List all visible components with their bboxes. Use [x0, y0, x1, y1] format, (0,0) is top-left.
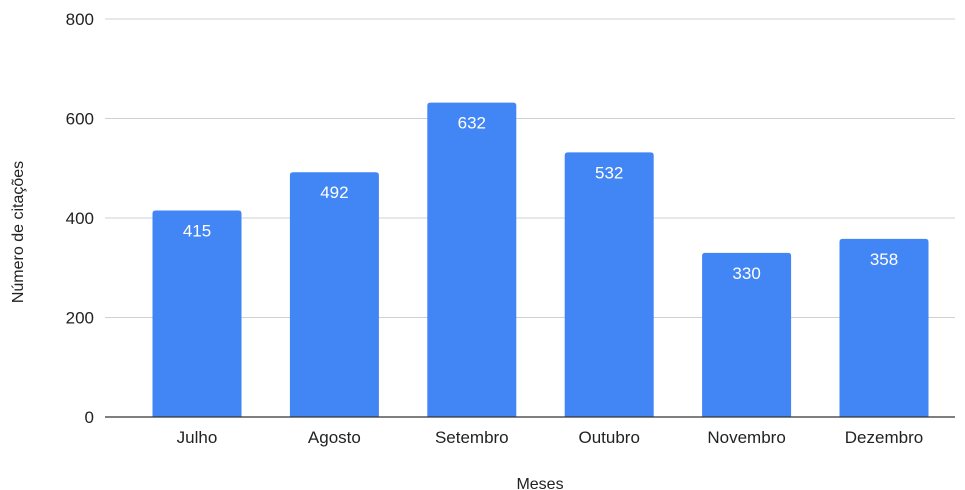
y-tick-label: 0	[85, 408, 94, 427]
bar-julho	[152, 210, 242, 417]
data-labels: 415 492 632 532 330 358	[183, 114, 898, 283]
gridlines	[105, 18, 955, 318]
bar-agosto	[289, 172, 379, 417]
bar-setembro	[427, 102, 517, 417]
x-axis-title: Meses	[516, 476, 563, 490]
data-label: 532	[595, 163, 623, 182]
y-axis-ticks: 0 200 400 600 800	[66, 10, 94, 427]
bars	[152, 102, 929, 417]
y-tick-label: 800	[66, 10, 94, 29]
y-tick-label: 600	[66, 110, 94, 129]
data-label: 358	[870, 250, 898, 269]
x-tick-label: Setembro	[435, 428, 509, 447]
x-tick-label: Agosto	[308, 428, 361, 447]
x-tick-label: Dezembro	[845, 428, 923, 447]
x-axis-ticks: Julho Agosto Setembro Outubro Novembro Dezemb…	[177, 428, 924, 447]
data-label: 330	[732, 264, 760, 283]
data-label: 632	[458, 114, 486, 133]
bar-dezembro	[839, 238, 929, 417]
y-tick-label: 400	[66, 209, 94, 228]
y-tick-label: 200	[66, 309, 94, 328]
data-label: 492	[320, 183, 348, 202]
x-tick-label: Julho	[177, 428, 218, 447]
x-tick-label: Novembro	[707, 428, 785, 447]
y-axis-title: Número de citações	[10, 161, 27, 303]
bar-novembro	[702, 252, 792, 417]
x-tick-label: Outubro	[578, 428, 639, 447]
bar-outubro	[564, 152, 654, 417]
data-label: 415	[183, 222, 211, 241]
